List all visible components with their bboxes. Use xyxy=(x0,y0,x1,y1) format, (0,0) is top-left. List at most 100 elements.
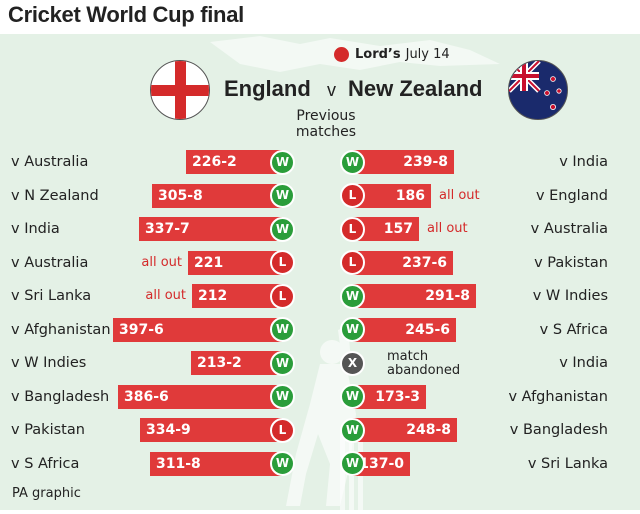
bottom-rule xyxy=(0,510,640,514)
england-score-label: 397-6 xyxy=(119,321,164,338)
england-score-bar: 397-6 xyxy=(113,317,282,342)
chart-panel: Lord’s July 14 England v New Zealand Pre… xyxy=(0,34,640,510)
england-result-badge: W xyxy=(270,183,295,208)
new-zealand-score-label: 186 xyxy=(395,187,425,204)
england-note: all out xyxy=(141,254,182,270)
new-zealand-score-bar: 248-8 xyxy=(352,418,457,442)
england-result-badge: L xyxy=(270,417,295,443)
england-score-label: 337-7 xyxy=(145,221,190,237)
new-zealand-opponent-label: v Sri Lanka xyxy=(527,455,608,472)
new-zealand-result-badge: W xyxy=(340,384,365,409)
new-zealand-note: all out xyxy=(427,221,468,236)
venue-dot-icon xyxy=(334,46,349,62)
england-score-bar: 386-6 xyxy=(118,384,282,409)
new-zealand-score-label: 137-0 xyxy=(359,455,404,472)
chart-title: Cricket World Cup final xyxy=(8,2,244,27)
venue-name: Lord’s xyxy=(355,46,401,62)
previous-matches-line2: matches xyxy=(295,124,357,140)
england-score-bar: 212 xyxy=(192,284,282,308)
england-result-badge: W xyxy=(270,350,295,376)
england-result-badge: W xyxy=(270,149,295,175)
england-score-bar: 221 xyxy=(188,250,282,275)
england-flag-icon xyxy=(150,60,210,120)
england-opponent-label: v Afghanistan xyxy=(11,321,111,338)
new-zealand-score-label: 245-6 xyxy=(405,321,450,338)
england-score-bar: 334-9 xyxy=(140,418,282,442)
team-versus: v xyxy=(327,80,336,100)
england-opponent-label: v Australia xyxy=(11,254,89,271)
new-zealand-score-bar: 291-8 xyxy=(352,284,476,308)
england-note: all out xyxy=(145,288,186,303)
england-opponent-label: v S Africa xyxy=(11,455,80,472)
england-opponent-label: v Bangladesh xyxy=(11,388,110,405)
england-result-badge: L xyxy=(270,283,295,309)
england-score-label: 311-8 xyxy=(156,455,201,472)
england-score-label: 221 xyxy=(194,254,224,271)
team-right-name: New Zealand xyxy=(348,76,483,101)
england-opponent-label: v India xyxy=(11,221,60,237)
new-zealand-note: all out xyxy=(439,187,480,203)
new-zealand-opponent-label: v England xyxy=(535,187,608,204)
england-result-badge: W xyxy=(270,451,295,476)
team-left-name: England xyxy=(224,76,311,101)
new-zealand-score-label: 291-8 xyxy=(425,288,470,304)
new-zealand-score-bar: 239-8 xyxy=(352,150,454,174)
new-zealand-score-label: 173-3 xyxy=(375,388,420,405)
new-zealand-result-badge: L xyxy=(340,216,365,242)
new-zealand-result-badge: W xyxy=(340,283,365,309)
england-opponent-label: v Sri Lanka xyxy=(11,288,92,304)
england-opponent-label: v Pakistan xyxy=(11,422,85,438)
new-zealand-score-label: 237-6 xyxy=(402,254,447,271)
england-score-bar: 311-8 xyxy=(150,451,282,476)
england-score-label: 334-9 xyxy=(146,422,191,438)
new-zealand-result-badge: W xyxy=(340,149,365,175)
england-opponent-label: v W Indies xyxy=(11,355,87,371)
new-zealand-result-badge: L xyxy=(340,250,365,275)
previous-matches-label: Previous matches xyxy=(276,108,376,140)
new-zealand-abandoned-note: match abandoned xyxy=(387,350,460,378)
new-zealand-opponent-label: v India xyxy=(559,355,608,371)
england-score-label: 212 xyxy=(198,288,228,304)
new-zealand-opponent-label: v India xyxy=(559,154,608,170)
new-zealand-opponent-label: v Bangladesh xyxy=(509,422,608,438)
new-zealand-flag-icon xyxy=(508,60,568,120)
abandoned-line1: match xyxy=(387,349,429,364)
england-result-badge: W xyxy=(270,384,295,409)
england-opponent-label: v Australia xyxy=(11,154,89,170)
venue-date: July 14 xyxy=(405,46,450,62)
england-score-bar: 305-8 xyxy=(152,183,282,208)
england-score-bar: 337-7 xyxy=(139,217,282,241)
new-zealand-score-label: 157 xyxy=(383,221,413,237)
venue: Lord’s July 14 xyxy=(334,44,450,64)
new-zealand-score-bar: 186 xyxy=(352,183,431,208)
england-score-label: 213-2 xyxy=(197,355,242,371)
new-zealand-opponent-label: v Afghanistan xyxy=(508,388,608,405)
england-result-badge: W xyxy=(270,216,295,242)
england-score-label: 386-6 xyxy=(124,388,169,405)
new-zealand-result-badge: W xyxy=(340,417,365,443)
source-credit: PA graphic xyxy=(12,486,81,501)
new-zealand-opponent-label: v S Africa xyxy=(539,321,608,338)
england-score-label: 305-8 xyxy=(158,187,203,204)
new-zealand-result-badge: L xyxy=(340,183,365,208)
england-score-bar: 213-2 xyxy=(191,351,282,375)
previous-matches-line1: Previous xyxy=(296,108,356,124)
new-zealand-opponent-label: v W Indies xyxy=(532,288,608,304)
new-zealand-score-label: 248-8 xyxy=(406,422,451,438)
new-zealand-score-bar: 237-6 xyxy=(352,250,453,275)
england-result-badge: L xyxy=(270,250,295,275)
new-zealand-opponent-label: v Australia xyxy=(530,221,608,237)
new-zealand-result-badge: X xyxy=(340,350,365,376)
new-zealand-score-bar: 245-6 xyxy=(352,317,456,342)
new-zealand-result-badge: W xyxy=(340,451,365,476)
abandoned-line2: abandoned xyxy=(387,363,461,378)
england-result-badge: W xyxy=(270,317,295,342)
new-zealand-opponent-label: v Pakistan xyxy=(534,254,608,271)
world-map-silhouette xyxy=(210,36,500,72)
england-score-bar: 226-2 xyxy=(186,150,282,174)
background-art xyxy=(210,36,500,510)
new-zealand-score-label: 239-8 xyxy=(403,154,448,170)
england-score-label: 226-2 xyxy=(192,154,237,170)
england-opponent-label: v N Zealand xyxy=(11,187,99,204)
new-zealand-result-badge: W xyxy=(340,317,365,342)
